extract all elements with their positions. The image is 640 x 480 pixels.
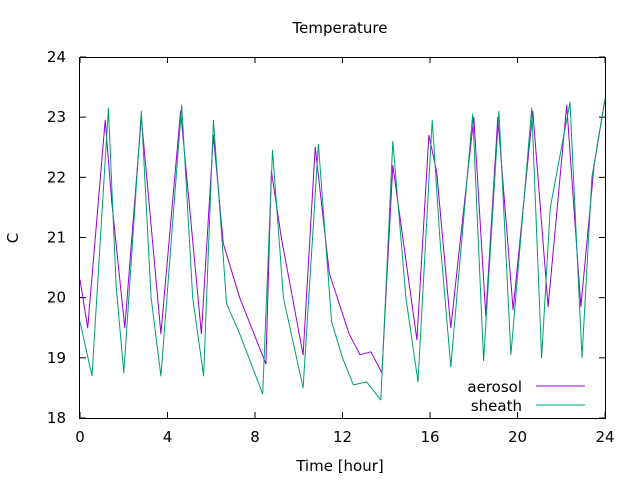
y-tick-label: 24	[47, 48, 66, 66]
x-tick-label: 20	[508, 428, 527, 446]
y-tick-label: 22	[47, 168, 66, 186]
series-line-sheath	[79, 99, 606, 401]
y-tick-label: 20	[47, 289, 66, 307]
x-tick-label: 0	[75, 428, 85, 446]
x-tick-label: 4	[163, 428, 173, 446]
plot-frame	[79, 57, 606, 419]
legend-label-aerosol: aerosol	[467, 378, 522, 396]
x-axis-label: Time [hour]	[295, 457, 384, 475]
x-tick-label: 16	[420, 428, 439, 446]
series-line-aerosol	[79, 99, 606, 374]
legend-label-sheath: sheath	[471, 397, 522, 415]
x-tick-label: 8	[250, 428, 260, 446]
y-tick-label: 23	[47, 108, 66, 126]
x-tick-label: 24	[595, 428, 614, 446]
x-tick-label: 12	[333, 428, 352, 446]
chart-title: Temperature	[291, 19, 387, 37]
series-layer	[79, 99, 606, 401]
y-axis-label: C	[4, 233, 22, 243]
legend: aerosol sheath	[467, 378, 585, 415]
axis-ticks: 0 4 8 12 16 20 24 18 19 20 21 22 23 24	[47, 48, 615, 446]
y-tick-label: 21	[47, 229, 66, 247]
y-tick-label: 19	[47, 349, 66, 367]
y-tick-label: 18	[47, 409, 66, 427]
